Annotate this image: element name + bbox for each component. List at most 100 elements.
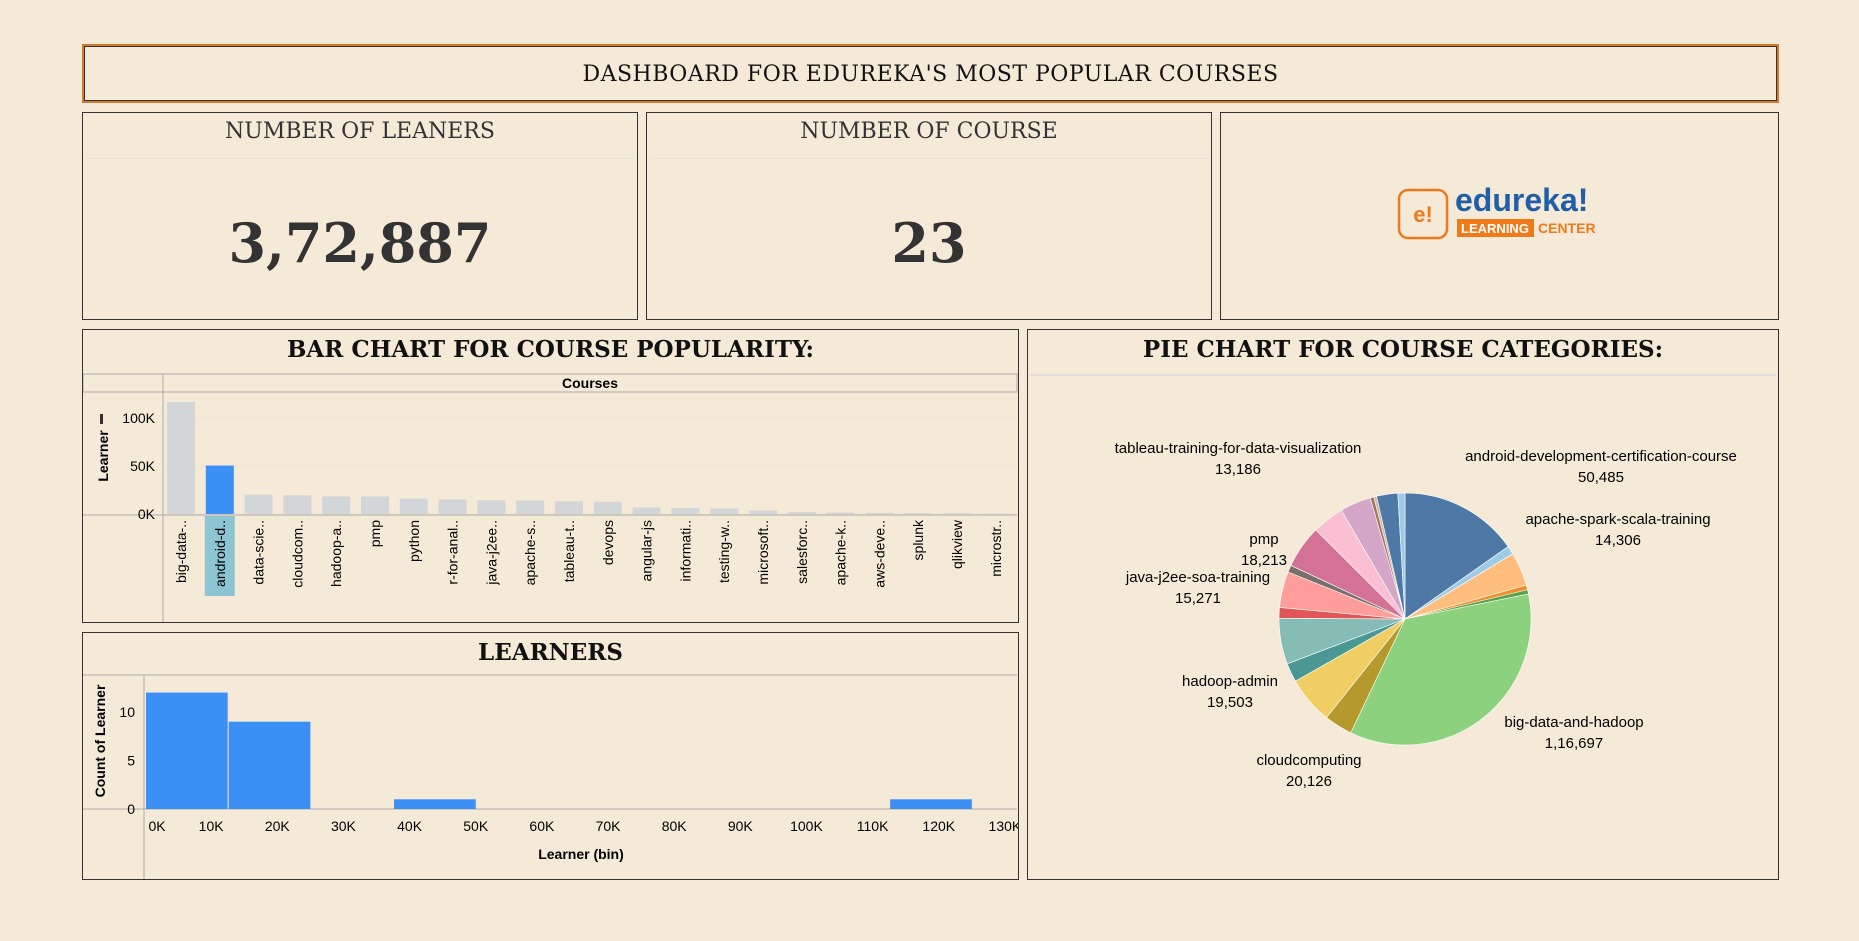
- logo-mark: e!: [1413, 202, 1433, 227]
- bar-chart-title: BAR CHART FOR COURSE POPULARITY:: [286, 336, 815, 363]
- bar-mark[interactable]: [943, 513, 971, 514]
- bar-category-label[interactable]: android-d..: [212, 520, 228, 587]
- bar-category-label[interactable]: big-data-..: [173, 520, 189, 583]
- hist-y-tick: 0: [127, 801, 135, 817]
- bar-mark[interactable]: [749, 510, 777, 514]
- logo-brand: edureka!: [1455, 182, 1588, 218]
- bar-y-axis-sort-icon[interactable]: [100, 414, 103, 424]
- bar-mark[interactable]: [283, 495, 312, 514]
- hist-x-tick: 60K: [529, 818, 555, 834]
- hist-x-tick: 10K: [199, 818, 225, 834]
- logo-tagline-box: [1457, 219, 1534, 237]
- pie-header-line: [1030, 374, 1776, 376]
- logo-tagline-b: CENTER: [1538, 220, 1596, 236]
- pie-slice-value: 18,213: [1241, 552, 1287, 569]
- bar-category-label[interactable]: apache-s..: [522, 520, 538, 585]
- kpi-courses-value: 23: [891, 211, 967, 275]
- bar-mark[interactable]: [710, 508, 739, 514]
- pie-slice-label: big-data-and-hadoop: [1504, 714, 1643, 731]
- bar-mark[interactable]: [167, 401, 195, 514]
- kpi-learners-label: NUMBER OF LEANERS: [225, 119, 495, 144]
- pie-slice-value: 1,16,697: [1545, 735, 1603, 752]
- pie-slice-value: 13,186: [1215, 461, 1261, 478]
- bar-category-label[interactable]: testing-w..: [716, 520, 732, 583]
- bar-category-label[interactable]: qlikview: [949, 519, 965, 569]
- bar-category-label[interactable]: python: [406, 520, 422, 562]
- bar-mark[interactable]: [516, 500, 545, 514]
- bar-category-label[interactable]: salesforc..: [794, 520, 810, 584]
- bar-y-tick: 50K: [130, 458, 156, 474]
- kpi-learners-value: 3,72,887: [228, 211, 492, 275]
- bar-mark[interactable]: [787, 512, 816, 514]
- bar-category-label[interactable]: tableau-t..: [561, 520, 577, 582]
- bar-chart: Courses Learner 0K 50K 100K big-data-.. andr…: [83, 373, 1018, 622]
- hist-bar[interactable]: [394, 799, 476, 809]
- bar-mark[interactable]: [865, 512, 894, 514]
- bar-label-selected-bg: [204, 516, 235, 596]
- logo-tagline-a: LEARNING: [1461, 221, 1529, 236]
- bar-mark[interactable]: [361, 496, 389, 514]
- bar-header-band: [83, 373, 1018, 393]
- bar-category-label[interactable]: pmp: [367, 520, 383, 547]
- histogram-title: LEARNERS: [478, 639, 623, 666]
- bar-y-tick: 0K: [138, 506, 156, 522]
- bar-mark[interactable]: [671, 507, 700, 514]
- bar-category-label[interactable]: splunk: [910, 519, 926, 560]
- bar-mark[interactable]: [826, 512, 855, 514]
- pie-slice-value: 15,271: [1175, 590, 1221, 607]
- pie-slice[interactable]: [1404, 492, 1509, 620]
- pie-slice-label: apache-spark-scala-training: [1525, 511, 1710, 528]
- hist-bar[interactable]: [228, 721, 311, 809]
- hist-x-tick: 20K: [265, 818, 291, 834]
- kpi-learners-card: NUMBER OF LEANERS 3,72,887: [82, 112, 638, 320]
- hist-x-tick: 40K: [397, 818, 423, 834]
- histogram-panel: LEARNERS Count of Learner Learner (bin) …: [82, 632, 1019, 880]
- bar-mark[interactable]: [322, 496, 351, 514]
- pie-slice[interactable]: [1397, 492, 1406, 620]
- bar-category-label[interactable]: angular-js: [639, 520, 655, 581]
- pie-chart-panel: PIE CHART FOR COURSE CATEGORIES: android…: [1027, 329, 1779, 880]
- hist-y-tick: 10: [119, 704, 135, 720]
- bar-mark[interactable]: [205, 465, 234, 514]
- bar-category-label[interactable]: devops: [600, 520, 616, 565]
- bar-category-label[interactable]: cloudcom..: [289, 520, 305, 588]
- edureka-logo: e! edureka! LEARNING CENTER: [1397, 182, 1596, 240]
- kpi-divider: [85, 158, 635, 159]
- hist-x-tick: 50K: [463, 818, 489, 834]
- pie-slice-label: cloudcomputing: [1256, 752, 1361, 769]
- pie-slice-label: java-j2ee-soa-training: [1125, 569, 1270, 586]
- hist-bar[interactable]: [890, 799, 972, 809]
- hist-bar[interactable]: [146, 692, 228, 809]
- bar-mark[interactable]: [244, 494, 273, 514]
- bar-category-label[interactable]: java-j2ee..: [483, 520, 499, 586]
- bar-category-label[interactable]: microstr..: [988, 520, 1004, 577]
- hist-x-tick: 100K: [790, 818, 823, 834]
- pie-chart: android-development-certification-course…: [1115, 440, 1737, 790]
- bar-category-label[interactable]: aws-deve..: [871, 520, 887, 588]
- pie-slice-label: android-development-certification-course: [1465, 448, 1737, 465]
- hist-x-tick: 130K: [989, 818, 1018, 834]
- bar-category-label[interactable]: r-for-anal..: [445, 520, 461, 585]
- hist-x-tick: 120K: [922, 818, 955, 834]
- hist-y-tick: 5: [127, 752, 135, 768]
- kpi-divider: [649, 158, 1209, 159]
- bar-mark[interactable]: [555, 501, 583, 514]
- bar-category-label[interactable]: microsoft..: [755, 520, 771, 585]
- bar-header-label: Courses: [562, 375, 618, 391]
- bar-mark[interactable]: [632, 507, 661, 514]
- bar-mark[interactable]: [904, 513, 933, 514]
- bar-category-label[interactable]: informati..: [677, 520, 693, 581]
- bar-category-label[interactable]: data-scie..: [251, 520, 267, 585]
- pie-slice-value: 14,306: [1595, 532, 1641, 549]
- bar-mark[interactable]: [399, 498, 428, 514]
- bar-mark[interactable]: [593, 501, 622, 514]
- bar-category-label[interactable]: apache-k..: [833, 520, 849, 585]
- bar-category-label[interactable]: hadoop-a..: [328, 520, 344, 587]
- hist-x-tick: 110K: [857, 818, 889, 834]
- bar-y-axis-label: Learner: [95, 430, 111, 482]
- pie-slice[interactable]: [1350, 593, 1532, 746]
- bar-mark[interactable]: [438, 499, 467, 514]
- bar-mark[interactable]: [477, 500, 506, 514]
- pie-slice-value: 20,126: [1286, 773, 1332, 790]
